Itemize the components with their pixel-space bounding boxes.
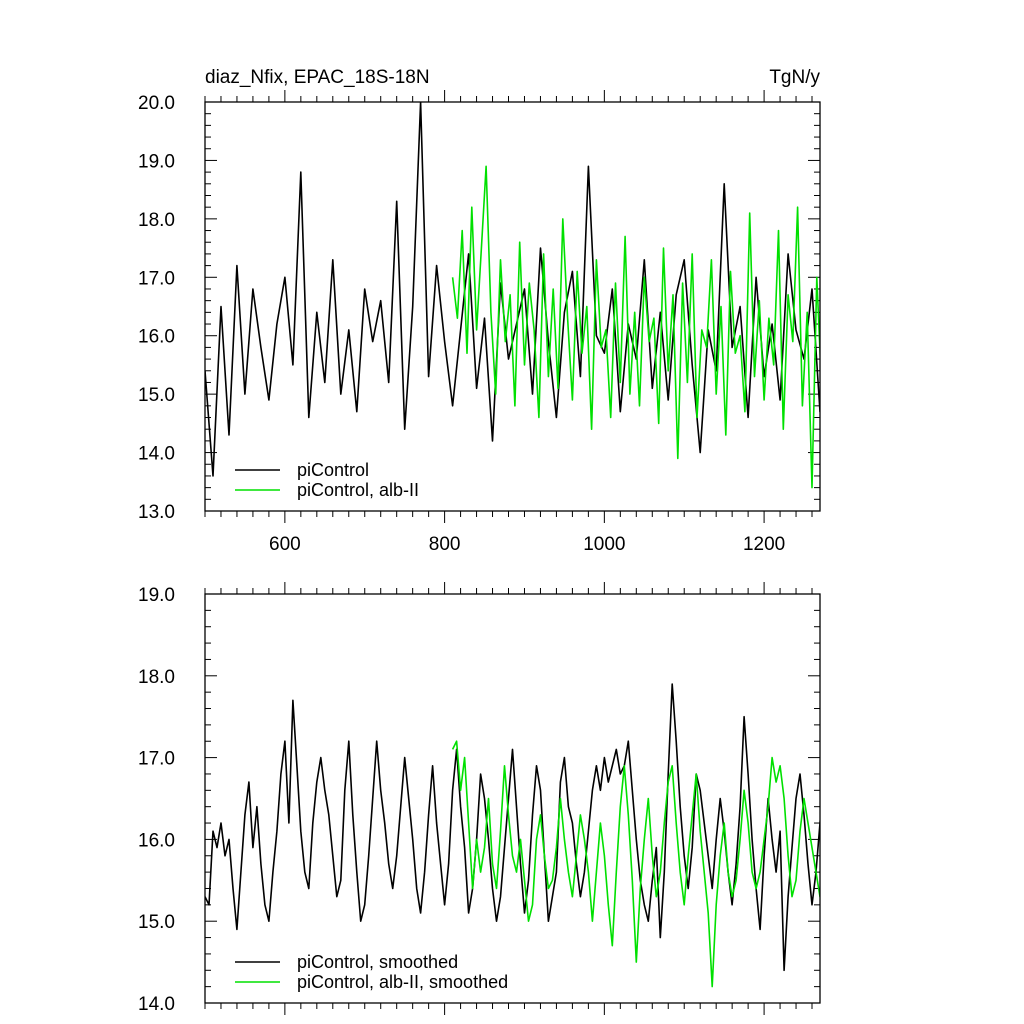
top-chart-y-tick-label: 19.0 — [138, 151, 175, 172]
bottom-chart-series — [205, 683, 820, 988]
bottom-chart: 14.0 15.0 16.0 17.0 18.0 19.0 piControl, smoo… — [138, 582, 821, 1015]
top-chart-x-tick-label: 800 — [429, 534, 461, 555]
top-chart-y-tick-label: 16.0 — [138, 327, 175, 348]
legend-label-picontrol: piControl — [297, 460, 369, 480]
series-line-picontrol-smoothed — [205, 683, 820, 972]
bottom-chart-y-tick-label: 17.0 — [138, 749, 175, 770]
bottom-chart-y-tick-label: 16.0 — [138, 830, 175, 851]
bottom-chart-frame — [204, 593, 821, 1004]
top-chart-title-right: TgN/y — [769, 67, 820, 88]
top-chart-legend: piControl piControl, alb-II — [235, 460, 419, 500]
series-line-picontrol — [205, 102, 820, 477]
top-chart-y-tick-label: 17.0 — [138, 268, 175, 289]
top-chart-series — [205, 102, 820, 489]
series-line-picontrol-alb-ii — [451, 165, 820, 489]
top-chart: diaz_Nfix, EPAC_18S-18N TgN/y 600 800 1000… — [138, 67, 821, 555]
legend-label-picontrol-smoothed: piControl, smoothed — [297, 952, 458, 972]
legend-label-picontrol-alb-ii-smoothed: piControl, alb-II, smoothed — [297, 972, 508, 992]
legend-label-picontrol-alb-ii: piControl, alb-II — [297, 480, 419, 500]
top-chart-y-tick-label: 18.0 — [138, 210, 175, 231]
top-chart-x-tick-label: 1200 — [743, 534, 785, 555]
bottom-chart-legend: piControl, smoothed piControl, alb-II, s… — [235, 952, 508, 992]
top-chart-y-tick-label: 13.0 — [138, 502, 175, 523]
bottom-chart-ticks: 14.0 15.0 16.0 17.0 18.0 19.0 — [138, 582, 820, 1015]
top-chart-ticks: 600 800 1000 1200 13.0 14.0 15.0 16.0 17.0 18.0 19… — [138, 90, 820, 555]
bottom-chart-y-tick-label: 18.0 — [138, 667, 175, 688]
top-chart-y-tick-label: 14.0 — [138, 444, 175, 465]
top-chart-title-left: diaz_Nfix, EPAC_18S-18N — [205, 67, 430, 88]
top-chart-y-tick-label: 20.0 — [138, 93, 175, 114]
bottom-chart-y-tick-label: 15.0 — [138, 912, 175, 933]
series-line-picontrol-alb-ii-smoothed — [451, 740, 820, 988]
bottom-chart-y-tick-label: 19.0 — [138, 585, 175, 606]
top-chart-x-tick-label: 600 — [269, 534, 301, 555]
top-chart-frame — [204, 101, 821, 512]
top-chart-y-tick-label: 15.0 — [138, 385, 175, 406]
bottom-chart-y-tick-label: 14.0 — [138, 994, 175, 1015]
top-chart-x-tick-label: 1000 — [583, 534, 625, 555]
